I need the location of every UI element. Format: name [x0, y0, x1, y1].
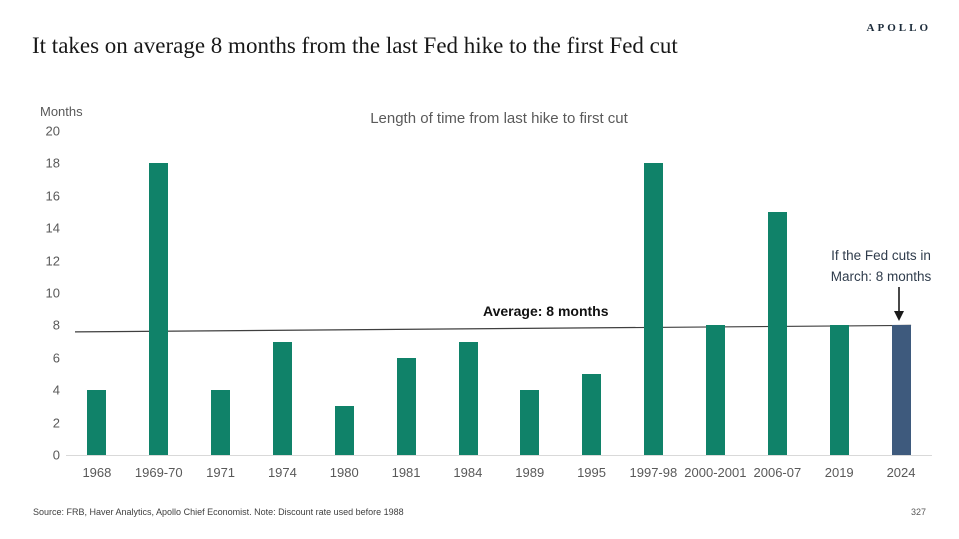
- bar-column: [128, 131, 190, 455]
- bar-column: [313, 131, 375, 455]
- bar-2024: [891, 325, 911, 455]
- annotation-arrow-icon: [894, 287, 904, 321]
- x-axis-labels: 1968 1969-70 1971 1974 1980 1981 1984 1989 1995 1…: [66, 465, 932, 480]
- bar-column: [252, 131, 314, 455]
- x-axis-label: 2019: [824, 465, 854, 480]
- bar-column: [623, 131, 685, 455]
- bars-container: [66, 131, 932, 455]
- bar-1997-98: [644, 163, 664, 455]
- chart-title: Length of time from last hike to first c…: [370, 110, 628, 127]
- bar-1971: [211, 390, 231, 455]
- y-axis-title: Months: [40, 104, 83, 119]
- bar-1974: [273, 341, 292, 455]
- source-note: Source: FRB, Haver Analytics, Apollo Chi…: [33, 507, 404, 517]
- x-axis-label: 1989: [515, 465, 545, 480]
- y-axis-tick: 10: [45, 285, 60, 301]
- bar-1981: [396, 357, 416, 455]
- apollo-logo: APOLLO: [866, 22, 931, 34]
- bar-2006-07: [767, 212, 787, 455]
- bar-column: [870, 131, 932, 455]
- y-axis-tick: 20: [45, 123, 60, 139]
- x-axis-label: 1995: [577, 465, 606, 480]
- x-axis-label: 2024: [886, 465, 916, 480]
- x-axis-label: 1997-98: [629, 465, 678, 480]
- x-axis-label: 1974: [267, 465, 297, 480]
- y-axis-tick: 8: [52, 317, 60, 333]
- bar-column: [499, 131, 561, 455]
- x-axis-label: 1968: [82, 465, 112, 480]
- bar-1995: [582, 374, 602, 455]
- y-axis: 20 18 16 14 12 10 8 6 4 2 0: [26, 124, 60, 463]
- x-axis-label: 2000-2001: [684, 465, 747, 480]
- average-label: Average: 8 months: [483, 303, 609, 319]
- bar-1969-70: [149, 163, 169, 455]
- annotation-line-1: If the Fed cuts in: [831, 248, 931, 263]
- x-axis-label: 1984: [453, 465, 483, 480]
- bar-1980: [334, 406, 354, 455]
- bar-column: [746, 131, 808, 455]
- y-axis-tick: 0: [52, 447, 60, 463]
- bar-2000-2001: [706, 325, 726, 455]
- y-axis-tick: 2: [52, 415, 60, 431]
- x-axis-label: 2006-07: [753, 465, 802, 480]
- y-axis-tick: 4: [52, 382, 60, 398]
- bar-column: [375, 131, 437, 455]
- bar-1989: [520, 390, 540, 455]
- y-axis-tick: 16: [45, 188, 60, 204]
- page-number: 327: [910, 507, 926, 517]
- y-axis-tick: 6: [52, 350, 60, 366]
- bar-column: [685, 131, 747, 455]
- y-axis-tick: 18: [45, 155, 60, 171]
- y-axis-tick: 14: [45, 220, 60, 236]
- annotation-line-2: March: 8 months: [830, 269, 932, 284]
- bar-column: [808, 131, 870, 455]
- x-axis-label: 1980: [329, 465, 359, 480]
- bar-column: [66, 131, 128, 455]
- bar-column: [190, 131, 252, 455]
- y-axis-tick: 12: [45, 253, 60, 269]
- bar-column: [437, 131, 499, 455]
- bar-2019: [829, 325, 849, 455]
- x-axis-line: [66, 455, 932, 456]
- x-axis-label: 1981: [391, 465, 421, 480]
- bar-1984: [458, 341, 478, 455]
- bar-1968: [87, 390, 107, 455]
- x-axis-label: 1969-70: [134, 465, 183, 480]
- x-axis-label: 1971: [206, 465, 236, 480]
- bar-column: [561, 131, 623, 455]
- annotation-text: If the Fed cuts in March: 8 months: [812, 245, 950, 287]
- page-title: It takes on average 8 months from the la…: [32, 33, 678, 58]
- plot-area: [66, 131, 932, 455]
